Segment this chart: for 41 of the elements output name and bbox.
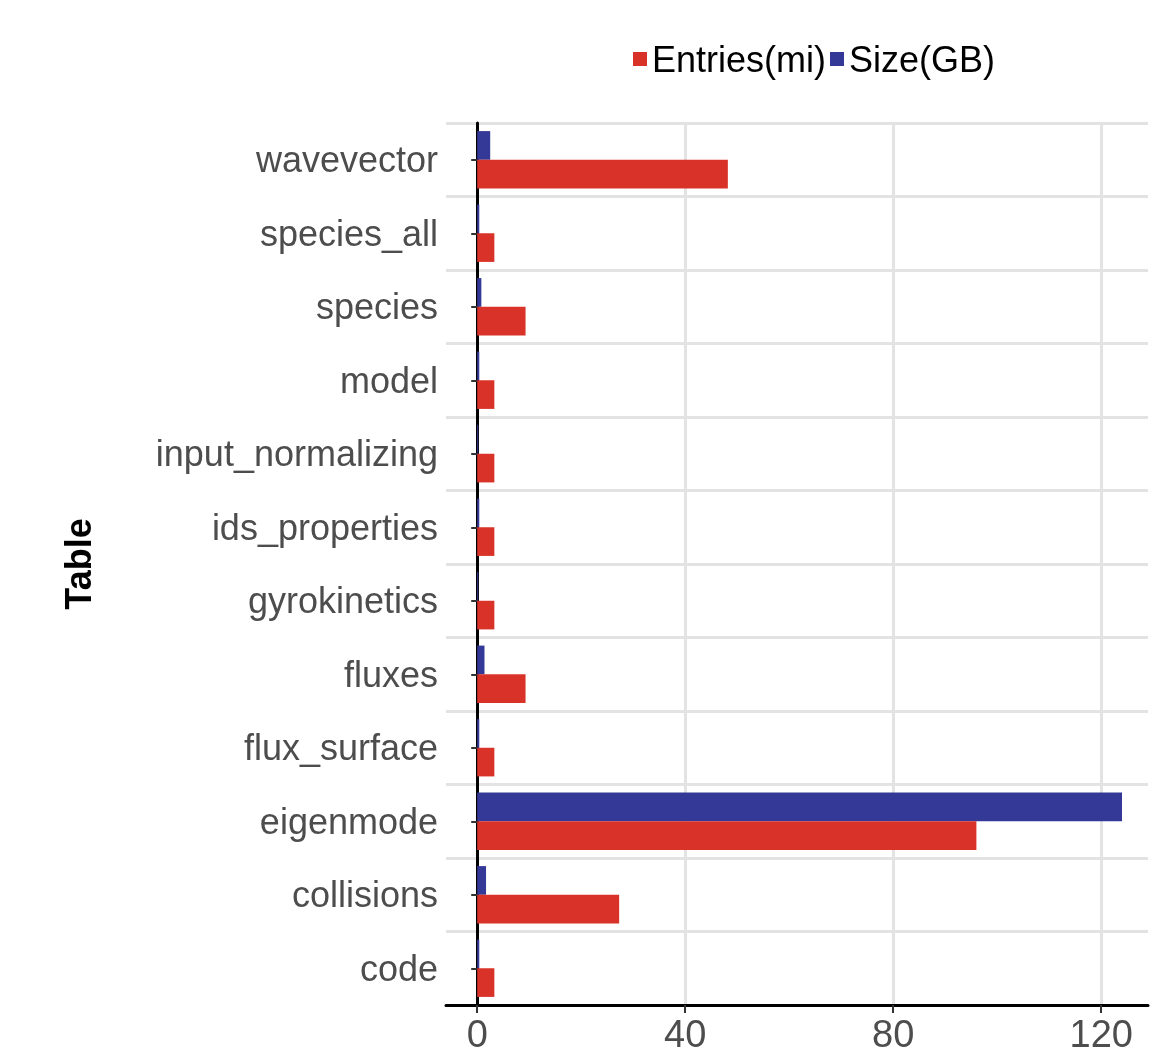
legend-label: Size(GB) <box>848 38 996 80</box>
bar <box>477 792 1122 822</box>
y-tick-label: ids_properties <box>211 506 438 548</box>
y-tick-label: eigenmode <box>259 800 438 842</box>
bar <box>477 674 526 703</box>
bar <box>477 204 480 234</box>
bar <box>477 527 495 556</box>
y-tick-label: species <box>315 286 438 328</box>
x-tick-label: 120 <box>1069 1013 1133 1055</box>
bar <box>477 498 480 528</box>
bar <box>477 278 482 307</box>
y-tick-label: wavevector <box>254 139 439 181</box>
x-tick-label: 0 <box>466 1013 488 1055</box>
bar <box>477 380 495 409</box>
bar <box>477 453 495 483</box>
x-tick-label: 40 <box>664 1013 707 1055</box>
y-tick-label: input_normalizing <box>155 433 438 475</box>
bar <box>477 351 480 381</box>
bar <box>477 866 487 895</box>
bar <box>477 306 526 336</box>
y-tick-label: flux_surface <box>243 727 438 769</box>
x-tick-label: 80 <box>872 1013 915 1055</box>
y-tick-label: fluxes <box>343 653 438 695</box>
y-tick-label: model <box>339 359 438 401</box>
bar <box>477 131 491 160</box>
bar <box>477 939 480 969</box>
y-axis-title: Table <box>57 518 99 610</box>
y-tick-label: species_all <box>259 212 438 254</box>
y-tick-label: collisions <box>291 874 438 916</box>
bar <box>477 821 977 850</box>
bar <box>477 159 728 189</box>
bar <box>477 747 495 777</box>
bar <box>477 600 495 630</box>
bar <box>477 894 620 924</box>
y-tick-label: gyrokinetics <box>247 580 438 622</box>
y-tick-label: code <box>359 947 438 989</box>
legend-label: Entries(mi) <box>651 38 826 80</box>
bar <box>477 645 485 675</box>
bar <box>477 968 495 997</box>
bar <box>477 233 495 262</box>
bar <box>477 719 480 748</box>
